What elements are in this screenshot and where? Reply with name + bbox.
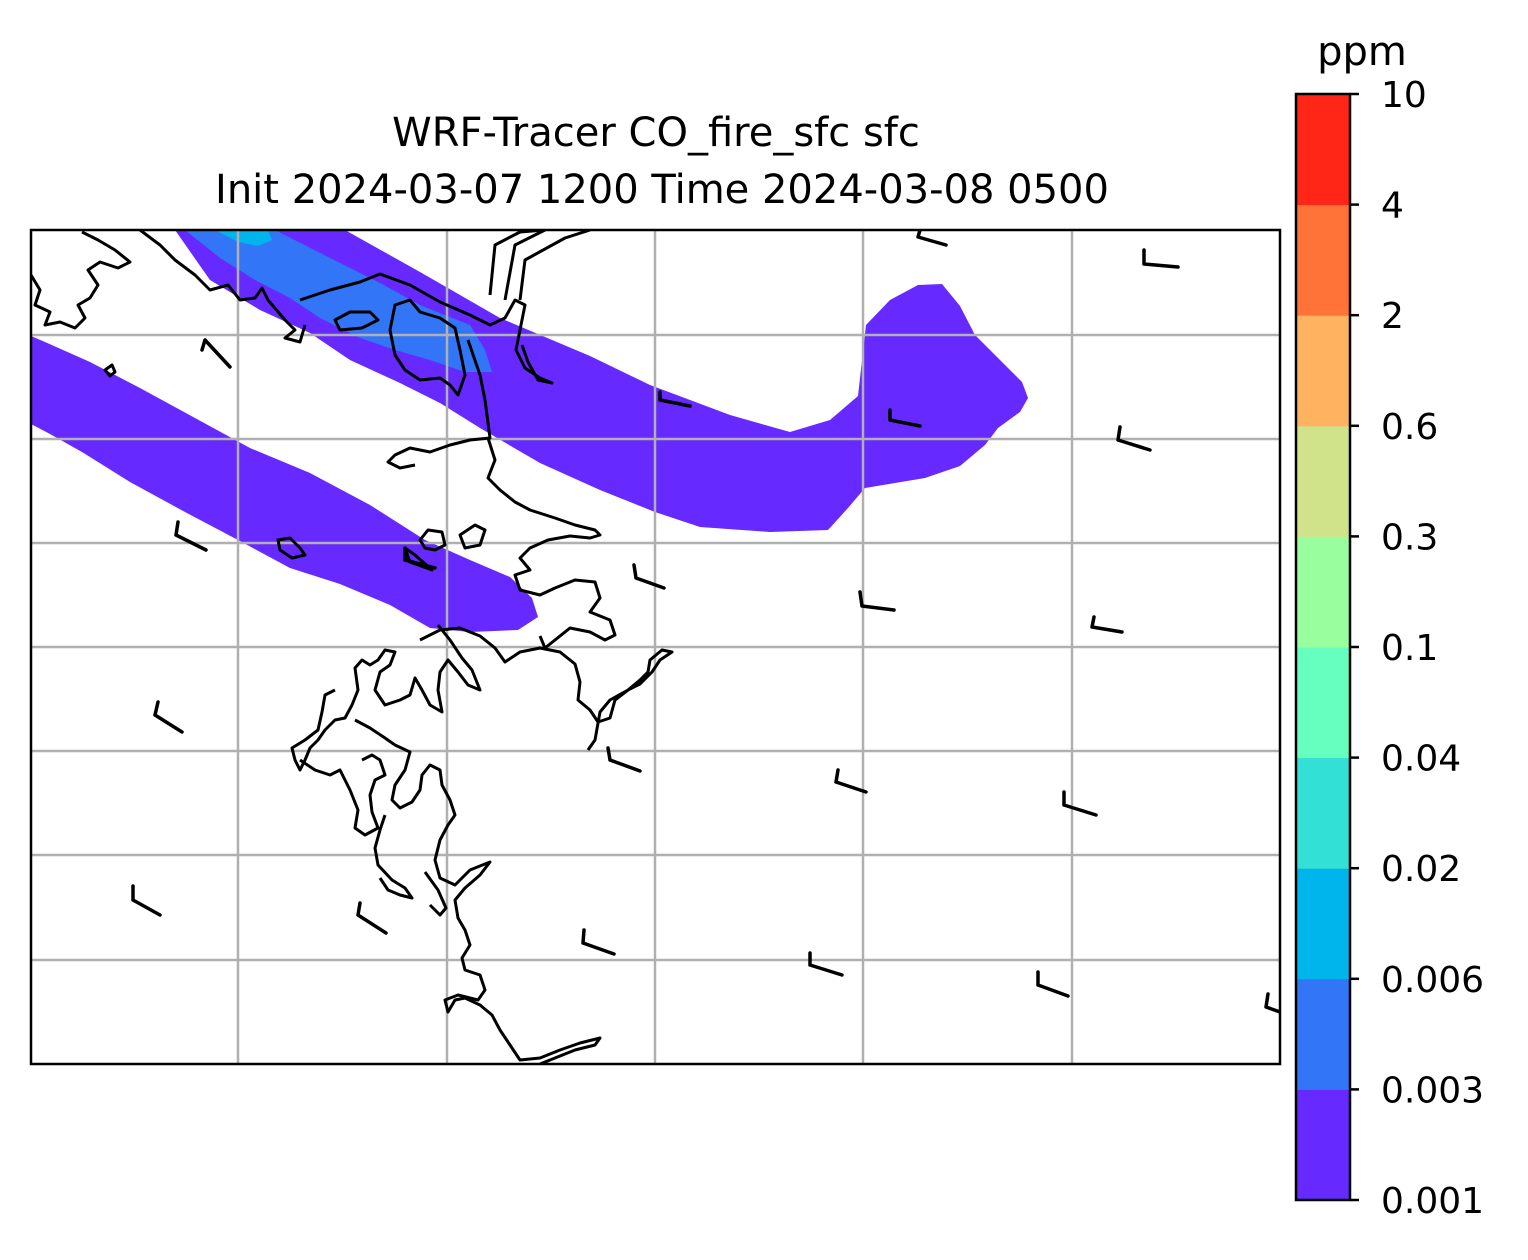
wind-barb: [632, 563, 666, 590]
wind-barb: [808, 951, 844, 977]
colorbar-tick-label: 0.02: [1381, 849, 1461, 890]
colorbar-tick-label: 0.04: [1381, 739, 1461, 780]
wind-barb: [606, 746, 642, 773]
wind-barb: [153, 700, 184, 734]
colorbar-tick-label: 0.001: [1381, 1181, 1484, 1222]
wind-barb: [1036, 970, 1070, 998]
wind-barb: [403, 546, 437, 570]
plume-south: [31, 336, 538, 632]
title-line-2: Init 2024-03-07 1200 Time 2024-03-08 050…: [215, 167, 1109, 213]
colorbar-segment: [1296, 757, 1350, 869]
plume-north-peak: [215, 230, 272, 246]
wind-barb: [1142, 248, 1180, 269]
wind-barb: [1062, 790, 1098, 817]
wind-barbs: [131, 230, 1280, 1014]
colorbar-segment: [1296, 1089, 1350, 1201]
colorbar-segment: [1296, 425, 1350, 537]
colorbar: 0.001 0.003 0.006 0.02 0.04 0.1 0.3 0.6 2 4 10: [1294, 75, 1484, 1222]
wind-barb: [131, 884, 162, 917]
colorbar-segment: [1296, 204, 1350, 316]
wind-barb: [174, 520, 208, 552]
map-panel: [31, 230, 1280, 1064]
colorbar-segment: [1296, 647, 1350, 759]
wind-barb: [1116, 425, 1152, 452]
wind-barb: [1264, 992, 1280, 1014]
wind-barb: [1090, 615, 1124, 634]
colorbar-segment: [1296, 978, 1350, 1090]
wind-barb: [858, 590, 896, 612]
colorbar-tick-label: 0.1: [1381, 628, 1438, 669]
map-frame: [29, 228, 1282, 1066]
colorbar-tick-label: 0.003: [1381, 1070, 1484, 1111]
coastlines: [31, 230, 674, 1064]
colorbar-tick-label: 0.3: [1381, 517, 1438, 558]
colorbar-tick-label: 4: [1381, 186, 1404, 227]
colorbar-tick-label: 2: [1381, 296, 1404, 337]
wind-barb: [888, 408, 922, 428]
title-line-1: WRF-Tracer CO_fire_sfc sfc: [392, 110, 920, 156]
gridlines: [31, 230, 1280, 1064]
wind-barb: [200, 338, 232, 369]
wind-barb: [834, 768, 868, 794]
wind-barb: [581, 928, 616, 956]
colorbar-tick-label: 10: [1381, 75, 1427, 116]
colorbar-tick-label: 0.6: [1381, 407, 1438, 448]
colorbar-segment: [1296, 94, 1350, 206]
colorbar-unit: ppm: [1317, 29, 1407, 75]
plume-north-core: [185, 230, 492, 372]
colorbar-segment: [1296, 536, 1350, 648]
wind-barb: [356, 901, 388, 935]
colorbar-segment: [1296, 868, 1350, 980]
colorbar-segment: [1296, 315, 1350, 427]
wind-barb: [658, 390, 692, 408]
colorbar-tick-label: 0.006: [1381, 960, 1484, 1001]
